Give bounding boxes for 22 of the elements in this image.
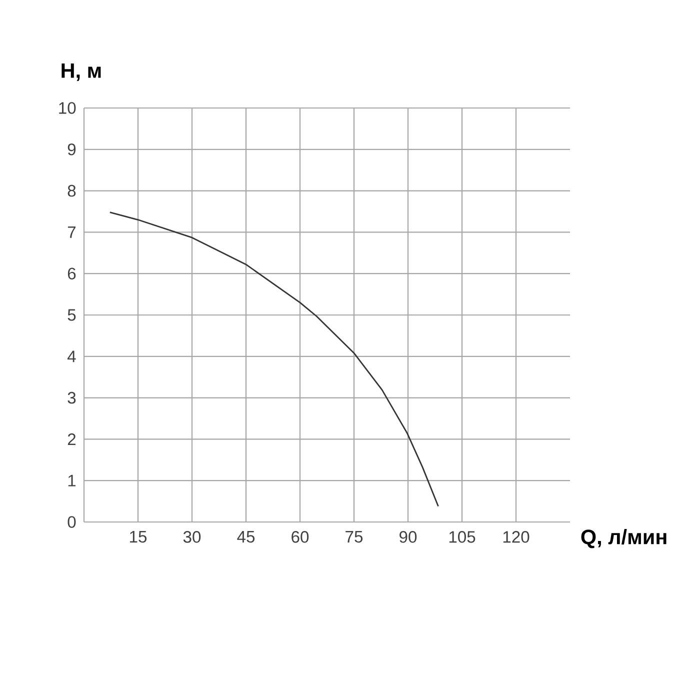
x-tick-label: 15 [130, 531, 147, 543]
y-tick-label: 3 [68, 392, 76, 404]
y-tick-label: 7 [68, 226, 76, 238]
x-tick-label: 90 [400, 531, 417, 543]
line-series [109, 212, 439, 507]
x-axis-title: Q, л/мин [581, 529, 666, 548]
x-tick-label: 60 [292, 531, 309, 543]
x-tick-label: 75 [346, 531, 363, 543]
y-tick-label: 4 [68, 350, 76, 362]
y-tick-label: 5 [68, 309, 76, 321]
y-tick-label: 8 [68, 184, 76, 197]
y-tick-label: 9 [68, 144, 76, 156]
x-tick-label: 105 [449, 531, 476, 543]
y-tick-label: 6 [68, 268, 76, 280]
x-tick-label: 120 [503, 531, 530, 543]
x-tick-label: 45 [237, 531, 255, 543]
y-tick-label: 0 [68, 516, 76, 528]
x-tick-label: 30 [183, 531, 201, 543]
y-tick-label: 2 [68, 433, 76, 445]
y-axis-title: H, м [62, 63, 101, 81]
y-tick-label: 10 [59, 102, 76, 114]
y-tick-label: 1 [68, 474, 76, 486]
